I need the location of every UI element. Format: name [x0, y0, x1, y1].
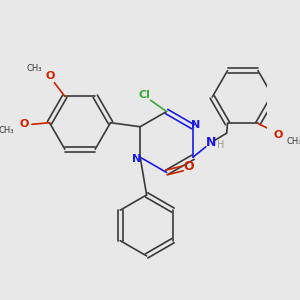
Text: O: O	[19, 119, 28, 129]
Text: O: O	[46, 71, 55, 81]
Text: CH₃: CH₃	[26, 64, 42, 73]
Text: N: N	[132, 154, 142, 164]
Text: N: N	[191, 120, 200, 130]
Text: Cl: Cl	[138, 90, 150, 100]
Text: CH₃: CH₃	[286, 137, 300, 146]
Text: O: O	[273, 130, 283, 140]
Text: N: N	[206, 136, 216, 149]
Text: O: O	[184, 160, 194, 172]
Text: CH₃: CH₃	[0, 126, 14, 135]
Text: H: H	[217, 140, 224, 150]
